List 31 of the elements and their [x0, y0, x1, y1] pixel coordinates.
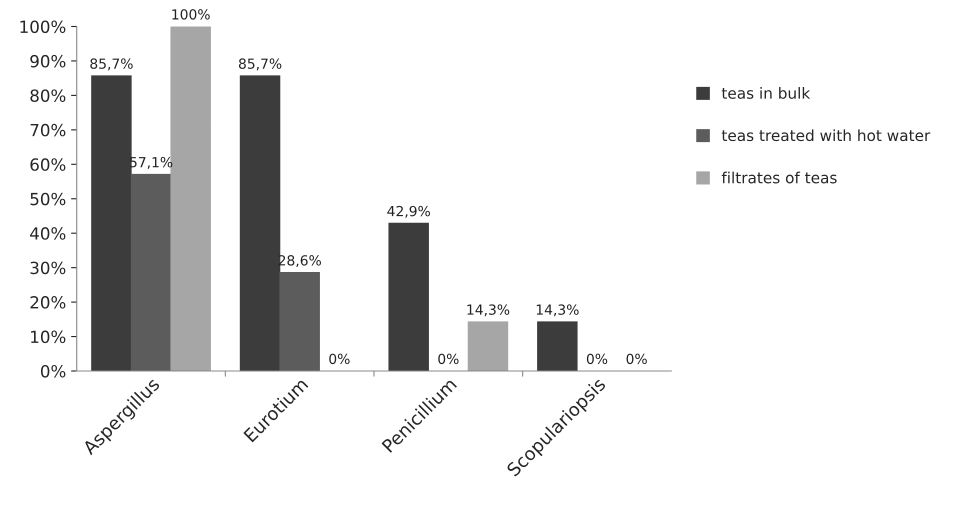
data-label: 14,3% — [536, 304, 579, 316]
bar — [279, 272, 320, 371]
data-label: 85,7% — [238, 58, 282, 70]
y-tick-label: 40% — [30, 227, 66, 240]
data-label: 0% — [329, 354, 350, 364]
data-label: 42,9% — [387, 206, 430, 218]
y-tick-label: 50% — [30, 192, 66, 206]
data-label: 0% — [586, 354, 608, 364]
bar — [537, 321, 578, 371]
y-tick-label: 60% — [30, 158, 66, 171]
data-label: 0% — [626, 354, 647, 364]
y-tick-label: 20% — [30, 296, 66, 309]
bar — [388, 222, 429, 371]
bar — [130, 174, 172, 371]
y-tick-label: 10% — [31, 330, 66, 344]
legend-label: teas treated with hot water — [722, 129, 930, 142]
data-label: 0% — [438, 354, 459, 364]
data-label: 85,7% — [90, 58, 133, 70]
y-tick-label: 30% — [30, 262, 66, 274]
y-tick-label: 80% — [30, 89, 66, 102]
y-tick-label: 70% — [30, 124, 66, 136]
bar — [468, 321, 508, 371]
y-tick-label: 100% — [20, 20, 66, 34]
data-label: 100% — [172, 9, 210, 20]
bar — [91, 75, 132, 371]
data-label: 14,3% — [467, 304, 510, 316]
bar — [240, 75, 280, 371]
legend-label: filtrates of teas — [722, 172, 837, 184]
y-tick-label: 90% — [30, 54, 66, 68]
legend-label: teas in bulk — [722, 87, 810, 99]
y-tick-label: 0% — [40, 364, 66, 378]
